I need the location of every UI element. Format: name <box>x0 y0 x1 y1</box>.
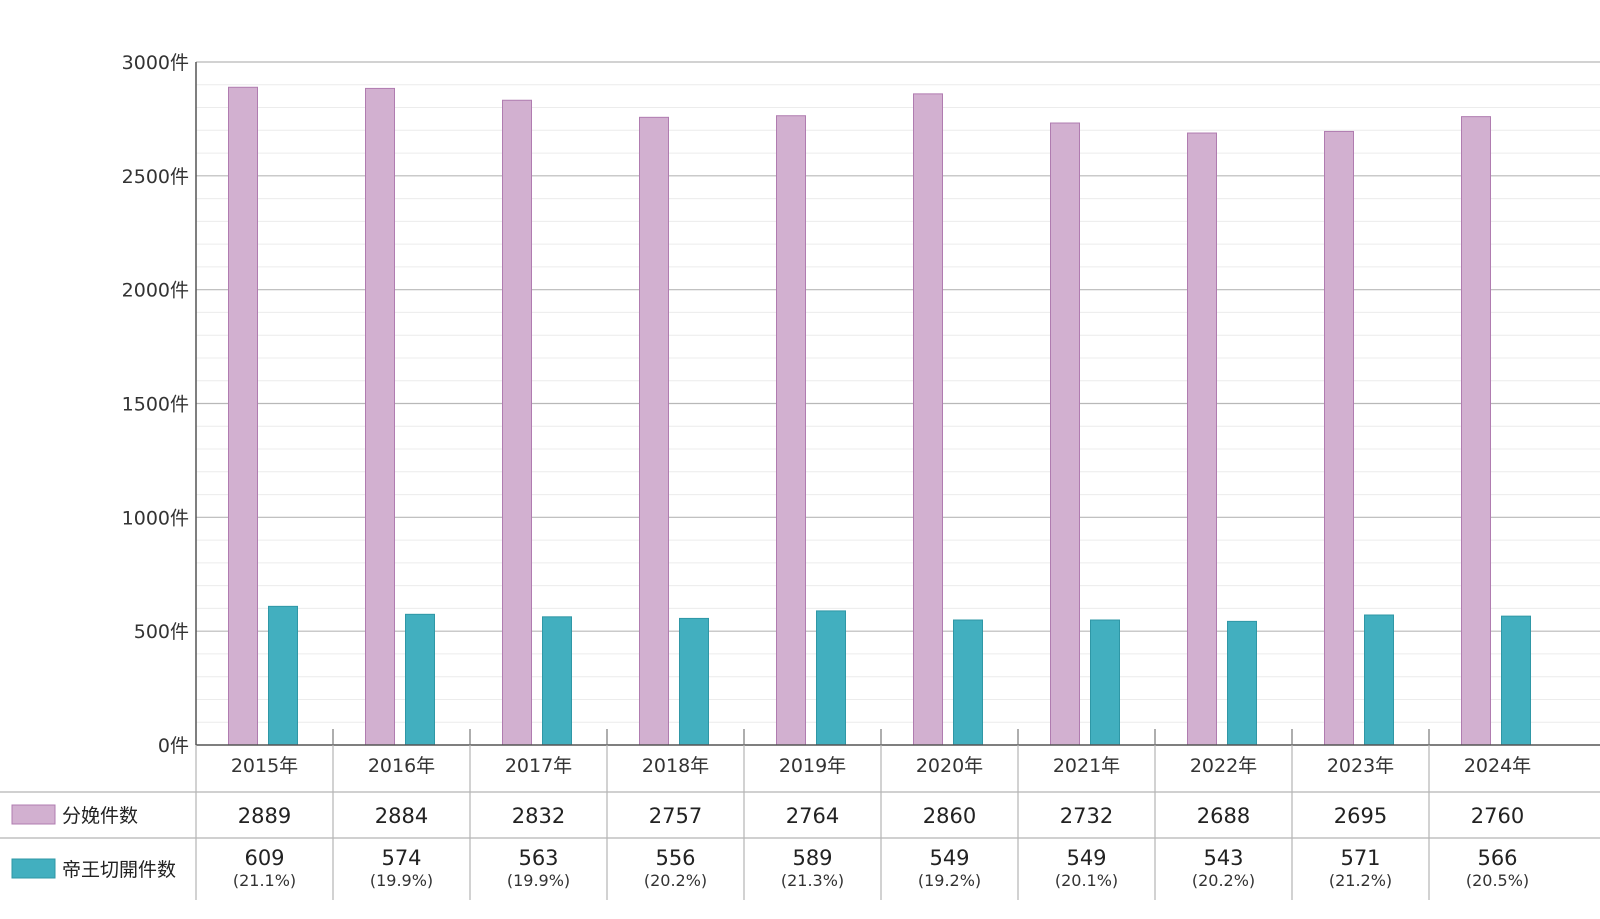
bar-delivery-count <box>1050 122 1080 746</box>
bars <box>228 86 1531 746</box>
x-axis-ticks: 2015年 2016年 2017年 2018年 2019年 2020年 2021年 2022年… <box>231 755 1531 777</box>
table-cell-cesarean: 589 <box>792 846 832 870</box>
bar-delivery-count <box>776 115 806 746</box>
bar-delivery-count <box>639 116 669 746</box>
table-cell-delivery: 2760 <box>1471 804 1524 828</box>
y-tick-label: 1500件 <box>122 394 189 416</box>
y-axis-ticks: 0件 500件 1000件 1500件 2000件 2500件 3000件 <box>122 52 189 757</box>
table-cell-cesarean: 566 <box>1477 846 1517 870</box>
table-cell-delivery: 2889 <box>238 804 291 828</box>
legend-swatch-cesarean <box>11 858 56 879</box>
x-tick-label: 2017年 <box>505 755 572 777</box>
bar-delivery-count <box>1461 116 1491 746</box>
legend-label-cesarean: 帝王切開件数 <box>62 859 176 881</box>
y-tick-label: 0件 <box>158 735 189 757</box>
table-cell-cesarean: 543 <box>1203 846 1243 870</box>
y-tick-label: 2500件 <box>122 166 189 188</box>
table-cell-delivery: 2688 <box>1197 804 1250 828</box>
table-cell-delivery: 2695 <box>1334 804 1387 828</box>
axes <box>195 62 1600 746</box>
bar-cesarean-count <box>953 619 983 746</box>
table-cell-cesarean-percent: (19.9%) <box>507 871 570 890</box>
bar-cesarean-count <box>679 617 709 746</box>
bar-cesarean-count <box>1090 619 1120 746</box>
x-tick-label: 2019年 <box>779 755 846 777</box>
x-tick-label: 2015年 <box>231 755 298 777</box>
table-cell-cesarean-percent: (20.2%) <box>1192 871 1255 890</box>
table-cell-delivery: 2884 <box>375 804 428 828</box>
legend-swatch-delivery <box>11 804 56 825</box>
table-cell-delivery: 2764 <box>786 804 839 828</box>
bar-delivery-count <box>502 99 532 746</box>
x-tick-label: 2016年 <box>368 755 435 777</box>
bar-delivery-count <box>228 86 258 746</box>
table-cell-delivery: 2832 <box>512 804 565 828</box>
bar-delivery-count <box>913 93 943 746</box>
table-cell-delivery: 2732 <box>1060 804 1113 828</box>
bar-cesarean-count <box>1364 614 1394 746</box>
y-tick-label: 2000件 <box>122 280 189 302</box>
x-tick-label: 2024年 <box>1464 755 1531 777</box>
table-cell-cesarean: 549 <box>929 846 969 870</box>
x-tick-label: 2022年 <box>1190 755 1257 777</box>
table-cell-cesarean: 574 <box>381 846 421 870</box>
table-cell-cesarean: 549 <box>1066 846 1106 870</box>
bar-delivery-count <box>1187 132 1217 746</box>
y-tick-label: 500件 <box>134 621 189 643</box>
bar-cesarean-count <box>405 613 435 746</box>
table-cell-cesarean-percent: (19.2%) <box>918 871 981 890</box>
table-cell-cesarean-percent: (20.2%) <box>644 871 707 890</box>
table-cell-cesarean-percent: (20.1%) <box>1055 871 1118 890</box>
bar-cesarean-count <box>816 610 846 746</box>
x-tick-label: 2018年 <box>642 755 709 777</box>
minor-gridlines <box>196 84 1600 723</box>
table-cell-cesarean-percent: (19.9%) <box>370 871 433 890</box>
bar-cesarean-count <box>1227 620 1257 746</box>
x-tick-label: 2021年 <box>1053 755 1120 777</box>
bar-delivery-count <box>365 87 395 746</box>
data-table: 分娩件数帝王切開件数2889609(21.1%)2884574(19.9%)28… <box>0 745 1600 900</box>
table-cell-cesarean: 563 <box>518 846 558 870</box>
table-cell-cesarean: 556 <box>655 846 695 870</box>
major-gridlines <box>196 61 1600 632</box>
legend-label-delivery: 分娩件数 <box>62 805 138 827</box>
bar-cesarean-count <box>268 605 298 746</box>
table-cell-cesarean-percent: (21.2%) <box>1329 871 1392 890</box>
y-tick-label: 1000件 <box>122 507 189 529</box>
y-tick-label: 3000件 <box>122 52 189 74</box>
table-cell-delivery: 2860 <box>923 804 976 828</box>
table-cell-cesarean-percent: (21.3%) <box>781 871 844 890</box>
table-cell-delivery: 2757 <box>649 804 702 828</box>
bar-cesarean-count <box>1501 615 1531 746</box>
table-cell-cesarean: 571 <box>1340 846 1380 870</box>
x-tick-label: 2023年 <box>1327 755 1394 777</box>
table-cell-cesarean-percent: (20.5%) <box>1466 871 1529 890</box>
table-cell-cesarean: 609 <box>244 846 284 870</box>
bar-cesarean-count <box>542 616 572 746</box>
table-cell-cesarean-percent: (21.1%) <box>233 871 296 890</box>
bar-delivery-count <box>1324 130 1354 746</box>
x-tick-label: 2020年 <box>916 755 983 777</box>
